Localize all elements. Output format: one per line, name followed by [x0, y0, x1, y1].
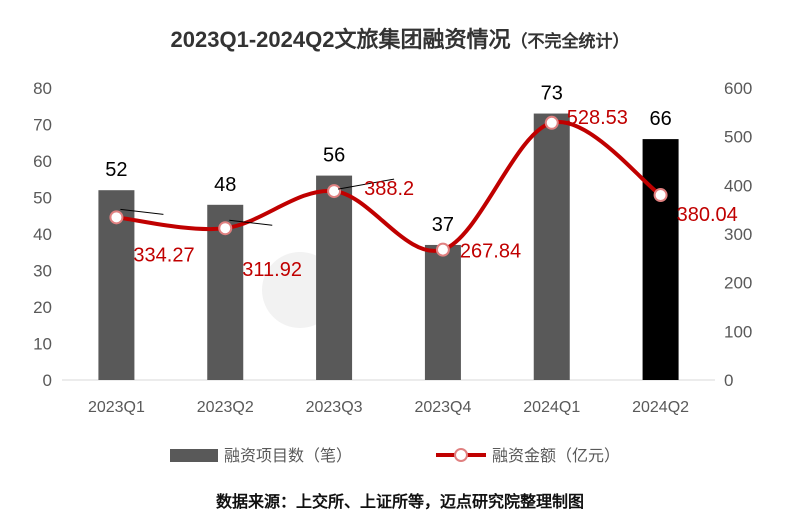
title-main: 2023Q1-2024Q2文旅集团融资情况 — [170, 27, 511, 52]
x-tick: 2024Q1 — [523, 399, 580, 416]
line-label: 334.27 — [133, 244, 194, 266]
y-right-tick: 300 — [724, 225, 752, 244]
bar-label: 56 — [323, 145, 345, 167]
bar-label: 66 — [649, 108, 671, 130]
y-left-tick: 70 — [33, 116, 52, 135]
y-right-tick: 100 — [724, 322, 752, 341]
x-tick: 2023Q3 — [306, 399, 363, 416]
line-point-2023Q2 — [218, 221, 233, 236]
legend-line-marker — [454, 448, 468, 462]
x-tick: 2023Q4 — [414, 399, 471, 416]
bar-label: 73 — [541, 83, 563, 105]
line-label: 388.2 — [364, 178, 414, 200]
y-left-tick: 10 — [33, 335, 52, 354]
bar-2024Q1 — [533, 113, 570, 381]
line-point-2023Q4 — [435, 242, 450, 257]
y-left-tick: 60 — [33, 152, 52, 171]
leader-line — [120, 208, 164, 215]
leader-line — [229, 219, 273, 226]
x-tick: 2023Q1 — [88, 399, 145, 416]
y-right-tick: 0 — [724, 371, 733, 390]
source-note: 数据来源：上交所、上证所等，迈点研究院整理制图 — [215, 494, 584, 511]
line-point-2023Q1 — [109, 210, 124, 225]
x-tick: 2024Q2 — [632, 399, 689, 416]
line-label: 380.04 — [677, 204, 738, 226]
line-label: 267.84 — [460, 241, 521, 263]
line-label: 311.92 — [242, 259, 302, 281]
y-right-tick: 600 — [724, 79, 752, 98]
title-note: （不完全统计） — [510, 32, 630, 51]
y-right-tick: 500 — [724, 128, 752, 147]
y-left-tick: 80 — [33, 79, 52, 98]
legend-line-label: 融资金额（亿元） — [492, 447, 620, 465]
line-point-2023Q3 — [327, 184, 342, 199]
y-left-tick: 0 — [43, 371, 52, 390]
y-left-tick: 30 — [33, 262, 52, 281]
leader-line — [337, 178, 395, 190]
bar-label: 48 — [214, 174, 236, 196]
y-left-tick: 20 — [33, 298, 52, 317]
y-right-tick: 200 — [724, 274, 752, 293]
line-label: 528.53 — [567, 107, 628, 129]
bar-2023Q4 — [424, 244, 461, 380]
legend-bar-label: 融资项目数（笔） — [224, 447, 352, 465]
y-left-tick: 40 — [33, 225, 52, 244]
x-tick: 2023Q2 — [197, 399, 254, 416]
line-point-2024Q2 — [653, 188, 668, 203]
bar-label: 37 — [432, 214, 454, 236]
bar-2023Q3 — [316, 175, 353, 380]
y-left-tick: 50 — [33, 189, 52, 208]
legend-bar-swatch — [170, 449, 218, 462]
chart-title: 2023Q1-2024Q2文旅集团融资情况（不完全统计） — [0, 22, 800, 54]
bar-label: 52 — [105, 159, 127, 181]
bar-2024Q2 — [642, 139, 679, 380]
y-right-tick: 400 — [724, 176, 752, 195]
line-point-2024Q1 — [544, 115, 559, 130]
